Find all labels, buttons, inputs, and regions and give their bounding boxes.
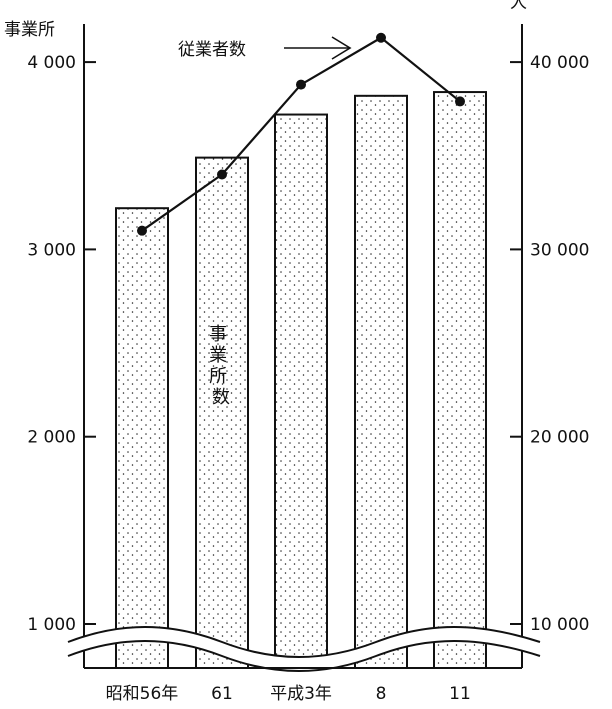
right-axis-title: 人 [510, 0, 527, 13]
bar-5 [433, 91, 487, 670]
bar-3 [274, 113, 328, 669]
category-label: 11 [449, 684, 471, 704]
bar-4 [354, 94, 408, 669]
left-tick-label: 3 000 [27, 240, 76, 260]
line-point-5 [455, 96, 465, 107]
axis-break-mask [68, 627, 540, 671]
line-label-arrow [284, 36, 352, 60]
right-tick-label: 30 000 [530, 240, 589, 260]
left-tick-label: 4 000 [27, 53, 76, 73]
bar-label-char-1: 事 [209, 324, 227, 345]
line-point-2 [217, 169, 227, 180]
category-label: 昭和56年 [106, 684, 179, 704]
line-point-1 [137, 225, 147, 236]
bar-label-char-2: 業 [209, 345, 227, 366]
line-point-4 [376, 32, 386, 43]
right-tick-label: 40 000 [530, 53, 589, 73]
left-tick-label: 2 000 [27, 428, 76, 448]
bar-label-char-4: 数 [212, 387, 230, 408]
right-tick-label: 20 000 [530, 428, 589, 448]
category-label: 平成3年 [270, 684, 332, 704]
axis-break-line-lower [67, 640, 541, 672]
bar-2 [195, 156, 249, 670]
category-label: 8 [376, 684, 387, 704]
axis-break-line-upper [67, 626, 541, 658]
category-label: 61 [211, 684, 233, 704]
bar-label-char-3: 所 [209, 366, 227, 387]
left-axis-title: 事業所 [4, 20, 55, 40]
line-point-3 [296, 79, 306, 90]
bar-series-label: 事 業 所 数 [209, 324, 233, 408]
bar-1 [115, 207, 169, 669]
line-series-label: 従業者数 [178, 40, 246, 60]
right-tick-label: 10 000 [530, 615, 589, 635]
left-tick-label: 1 000 [27, 615, 76, 635]
